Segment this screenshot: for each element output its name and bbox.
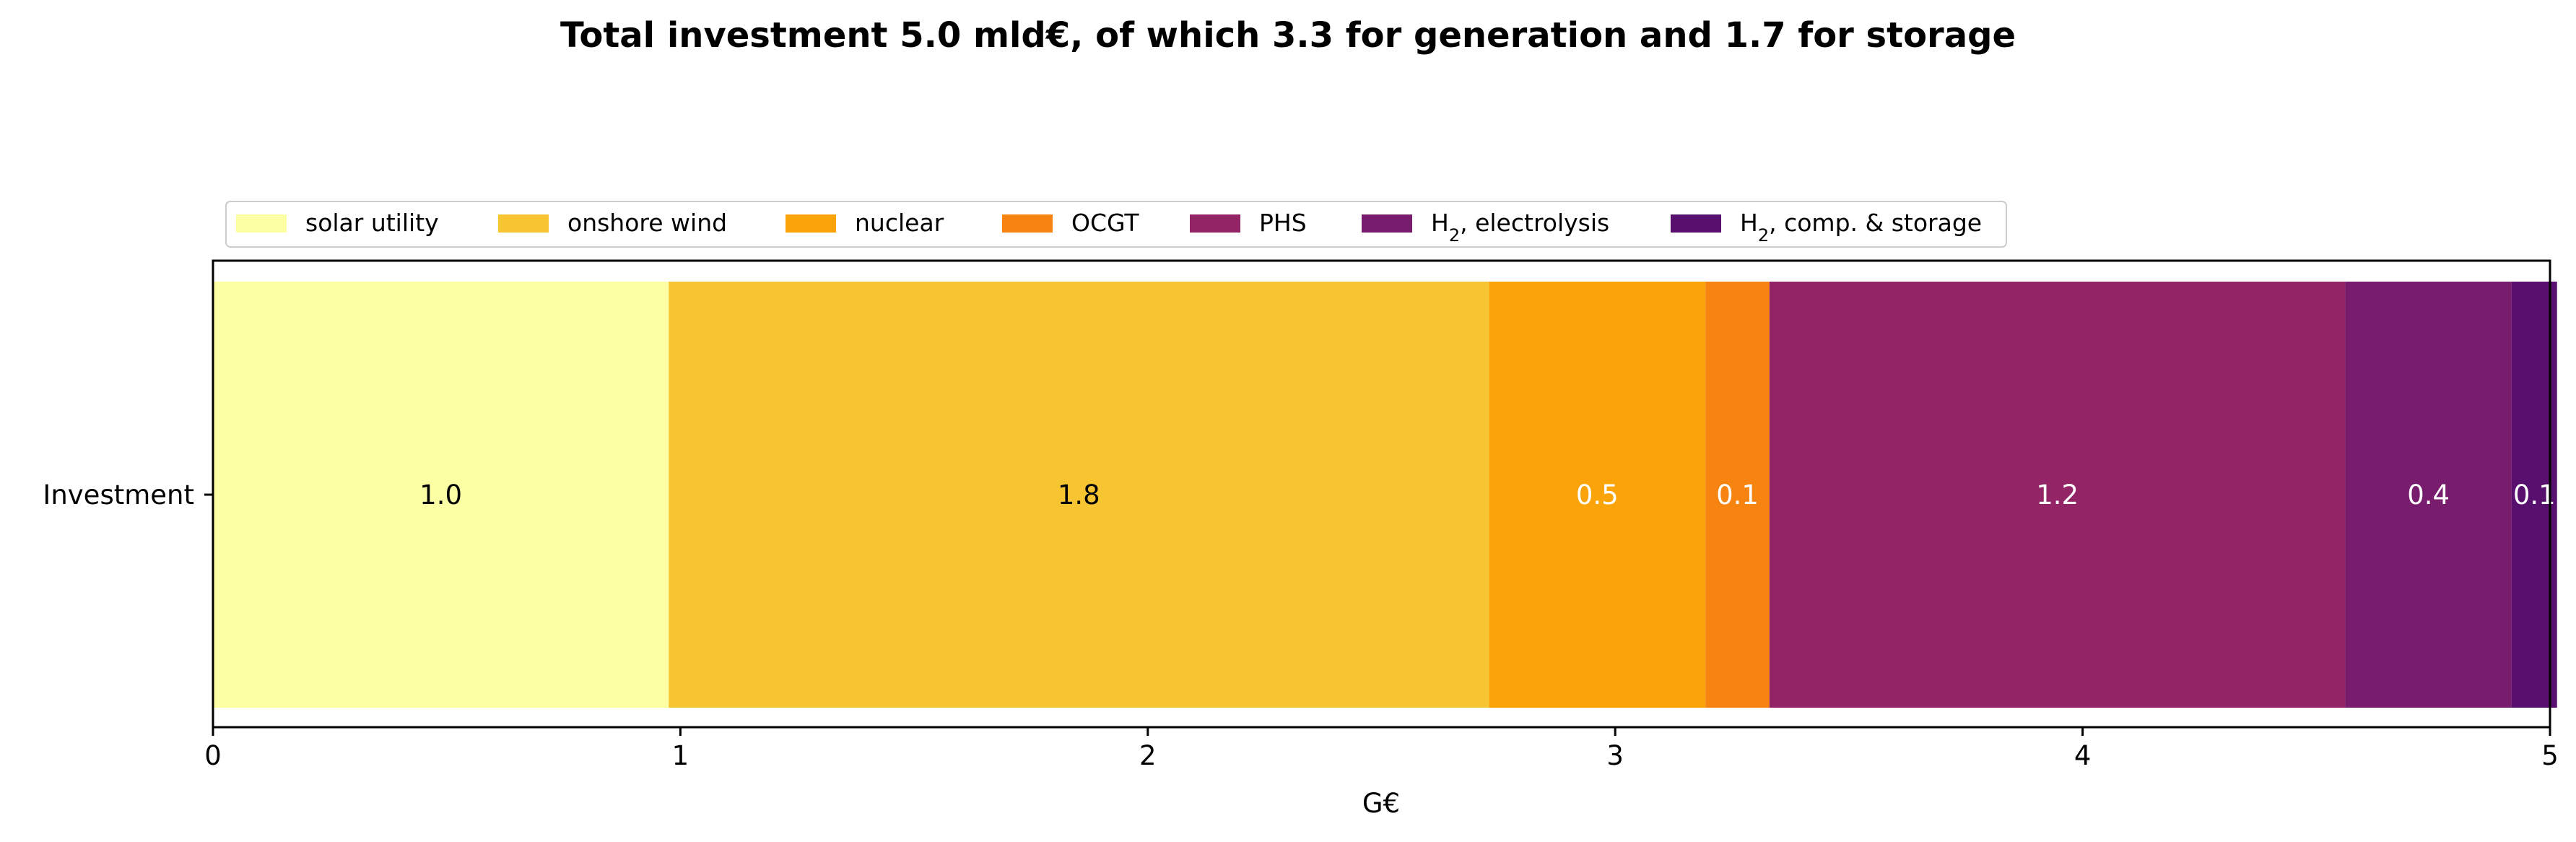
bar-segment-1	[669, 282, 1489, 708]
legend-swatch-5	[1362, 214, 1412, 233]
x-tick-label: 4	[2074, 740, 2092, 771]
bar-value-label: 1.0	[419, 479, 462, 511]
chart-title: Total investment 5.0 mld€, of which 3.3 …	[560, 15, 2016, 56]
x-tick-label: 1	[672, 740, 689, 771]
legend-entry-0: solar utility	[305, 209, 439, 237]
y-axis: Investment	[43, 479, 213, 511]
x-tick-label: 0	[204, 740, 222, 771]
x-axis-label: G€	[1362, 788, 1400, 819]
bar-segments	[213, 282, 2557, 708]
legend-entry-2: nuclear	[855, 209, 944, 237]
legend-swatch-4	[1190, 214, 1240, 233]
legend-entry-5: H2, electrolysis	[1431, 209, 1609, 246]
bar-value-label: 1.8	[1058, 479, 1100, 511]
legend-entry-1: onshore wind	[567, 209, 727, 237]
bar-value-labels: 1.0 1.8 0.5 0.1 1.2 0.4 0.1	[419, 479, 2556, 511]
legend-swatch-1	[498, 214, 549, 233]
x-axis: 0 1 2 3 4 5	[204, 727, 2559, 771]
bar-segment-0	[213, 282, 669, 708]
legend-swatch-2	[786, 214, 836, 233]
bar-segment-5	[2345, 282, 2512, 708]
legend: solar utility onshore wind nuclear OCGT PHS H…	[225, 201, 2007, 248]
bar-segment-2	[1489, 282, 1706, 708]
legend-entry-6: H2, comp. & storage	[1740, 209, 1982, 246]
legend-swatch-0	[236, 214, 287, 233]
x-tick-label: 5	[2541, 740, 2559, 771]
legend-swatch-3	[1002, 214, 1053, 233]
y-tick-label: Investment	[43, 479, 194, 511]
bar-value-label: 0.5	[1576, 479, 1619, 511]
bar-segment-3	[1705, 282, 1770, 708]
legend-swatch-6	[1671, 214, 1721, 233]
bar-value-label: 1.2	[2036, 479, 2079, 511]
legend-frame	[225, 201, 2007, 248]
bar-value-label: 0.4	[2407, 479, 2450, 511]
legend-entry-3: OCGT	[1071, 209, 1139, 237]
x-tick-label: 3	[1606, 740, 1624, 771]
bar-segment-4	[1769, 282, 2346, 708]
legend-entry-4: PHS	[1259, 209, 1307, 237]
bar-value-label: 0.1	[1716, 479, 1759, 511]
x-tick-label: 2	[1139, 740, 1157, 771]
bar-value-label: 0.1	[2513, 479, 2556, 511]
